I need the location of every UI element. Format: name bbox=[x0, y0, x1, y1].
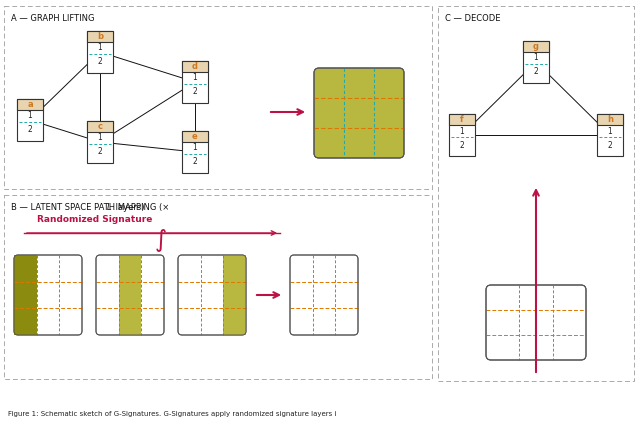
FancyBboxPatch shape bbox=[14, 255, 82, 335]
Text: 2: 2 bbox=[28, 125, 33, 134]
Text: 2: 2 bbox=[193, 157, 197, 166]
FancyBboxPatch shape bbox=[14, 255, 36, 335]
FancyBboxPatch shape bbox=[87, 31, 113, 73]
FancyBboxPatch shape bbox=[182, 131, 208, 173]
Text: a: a bbox=[27, 100, 33, 109]
FancyBboxPatch shape bbox=[486, 285, 586, 360]
Text: 2: 2 bbox=[460, 141, 465, 149]
Text: d: d bbox=[192, 62, 198, 71]
Text: Figure 1: Schematic sketch of G-Signatures. G-Signatures apply randomized signat: Figure 1: Schematic sketch of G-Signatur… bbox=[8, 411, 337, 417]
Text: 1: 1 bbox=[193, 144, 197, 152]
FancyBboxPatch shape bbox=[87, 31, 113, 42]
FancyBboxPatch shape bbox=[597, 114, 623, 125]
FancyBboxPatch shape bbox=[182, 131, 208, 142]
Text: 1: 1 bbox=[534, 53, 538, 62]
Text: 1: 1 bbox=[98, 43, 102, 53]
FancyBboxPatch shape bbox=[523, 41, 549, 83]
Text: 2: 2 bbox=[193, 88, 197, 96]
FancyBboxPatch shape bbox=[17, 99, 43, 141]
Text: f: f bbox=[460, 115, 464, 124]
Text: 2: 2 bbox=[98, 147, 102, 157]
Text: 1: 1 bbox=[460, 126, 465, 136]
FancyBboxPatch shape bbox=[178, 255, 246, 335]
FancyBboxPatch shape bbox=[182, 61, 208, 103]
FancyBboxPatch shape bbox=[118, 255, 141, 335]
FancyBboxPatch shape bbox=[523, 41, 549, 52]
FancyBboxPatch shape bbox=[223, 255, 246, 335]
Text: 2: 2 bbox=[98, 58, 102, 67]
FancyBboxPatch shape bbox=[290, 255, 358, 335]
FancyBboxPatch shape bbox=[87, 121, 113, 163]
FancyBboxPatch shape bbox=[449, 114, 475, 156]
Text: h: h bbox=[607, 115, 613, 124]
FancyBboxPatch shape bbox=[17, 99, 43, 110]
Text: g: g bbox=[533, 42, 539, 51]
FancyBboxPatch shape bbox=[597, 114, 623, 156]
Text: e: e bbox=[192, 132, 198, 141]
Text: $\int$: $\int$ bbox=[154, 226, 166, 253]
FancyBboxPatch shape bbox=[314, 68, 404, 158]
Text: A — GRAPH LIFTING: A — GRAPH LIFTING bbox=[11, 14, 95, 23]
Text: b: b bbox=[97, 32, 103, 41]
FancyBboxPatch shape bbox=[87, 121, 113, 132]
Text: 2: 2 bbox=[534, 67, 538, 77]
Text: 2: 2 bbox=[607, 141, 612, 149]
Text: 1: 1 bbox=[193, 74, 197, 83]
Text: L: L bbox=[107, 203, 111, 212]
Text: 1: 1 bbox=[98, 133, 102, 142]
FancyBboxPatch shape bbox=[96, 255, 164, 335]
Text: B — LATENT SPACE PATH MAPPING (×: B — LATENT SPACE PATH MAPPING (× bbox=[11, 203, 169, 212]
Text: layers): layers) bbox=[113, 203, 145, 212]
Text: 1: 1 bbox=[28, 112, 33, 120]
Text: C — DECODE: C — DECODE bbox=[445, 14, 500, 23]
FancyBboxPatch shape bbox=[182, 61, 208, 72]
Text: c: c bbox=[97, 122, 102, 131]
FancyBboxPatch shape bbox=[449, 114, 475, 125]
Text: 1: 1 bbox=[607, 126, 612, 136]
Text: Randomized Signature: Randomized Signature bbox=[37, 216, 153, 224]
